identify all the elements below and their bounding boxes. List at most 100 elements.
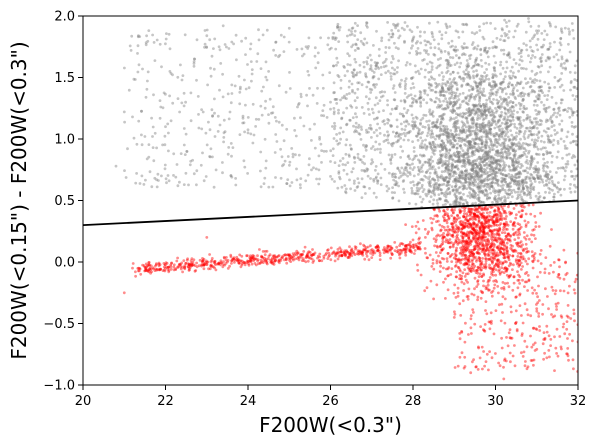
scatter-point (497, 159, 501, 163)
scatter-point (473, 80, 476, 83)
scatter-point (399, 145, 403, 149)
scatter-point (441, 203, 445, 207)
scatter-point (516, 118, 520, 121)
scatter-point (514, 62, 518, 65)
scatter-point (487, 111, 491, 114)
scatter-point (452, 170, 456, 174)
scatter-point (134, 270, 137, 274)
scatter-point (471, 150, 474, 154)
scatter-point (412, 174, 416, 178)
scatter-point (529, 184, 533, 188)
scatter-point (166, 174, 170, 177)
scatter-point (557, 109, 561, 113)
scatter-point (305, 93, 308, 97)
scatter-point (257, 38, 261, 42)
scatter-point (505, 102, 509, 106)
scatter-point (504, 122, 508, 126)
scatter-point (444, 133, 448, 137)
scatter-point (481, 112, 484, 116)
scatter-point (534, 109, 538, 112)
scatter-point (370, 69, 374, 72)
scatter-point (476, 93, 480, 96)
scatter-point (353, 91, 357, 95)
scatter-point (454, 50, 457, 53)
scatter-point (246, 63, 249, 66)
scatter-point (466, 152, 470, 156)
scatter-point (451, 108, 455, 111)
scatter-point (353, 161, 357, 164)
scatter-point (277, 120, 281, 124)
scatter-point (541, 312, 544, 316)
scatter-point (424, 138, 427, 142)
scatter-point (459, 144, 463, 148)
scatter-point (479, 104, 482, 108)
scatter-point (312, 166, 315, 170)
scatter-point (414, 202, 418, 206)
scatter-point (464, 144, 468, 147)
scatter-point (547, 82, 550, 86)
scatter-point (419, 118, 423, 122)
scatter-point (425, 49, 429, 53)
scatter-point (397, 132, 401, 136)
scatter-point (467, 175, 471, 179)
scatter-point (404, 223, 407, 227)
scatter-point (411, 243, 415, 247)
scatter-point (501, 66, 505, 70)
scatter-point (437, 183, 440, 187)
scatter-point (466, 65, 470, 68)
scatter-point (468, 141, 471, 145)
scatter-point (478, 356, 482, 360)
scatter-point (348, 79, 351, 83)
scatter-point (501, 173, 505, 176)
scatter-point (418, 72, 421, 76)
scatter-point (567, 152, 571, 156)
scatter-point (391, 66, 394, 70)
scatter-point (468, 94, 472, 97)
scatter-point (464, 68, 468, 72)
scatter-point (403, 28, 406, 32)
scatter-point (460, 280, 464, 284)
scatter-point (566, 354, 570, 358)
scatter-point (141, 263, 145, 267)
scatter-point (507, 149, 511, 153)
scatter-point (438, 223, 442, 227)
scatter-point (509, 123, 512, 127)
scatter-point (428, 175, 431, 179)
scatter-point (369, 64, 373, 67)
scatter-point (372, 71, 376, 74)
scatter-point (562, 108, 565, 112)
scatter-point (491, 80, 495, 83)
scatter-point (425, 134, 429, 138)
scatter-point (534, 117, 538, 120)
scatter-point (525, 159, 529, 162)
scatter-point (311, 93, 315, 97)
scatter-point (321, 73, 325, 77)
scatter-point (535, 126, 539, 130)
scatter-point (529, 172, 533, 176)
scatter-point (538, 110, 541, 114)
scatter-point (496, 180, 500, 183)
scatter-point (354, 112, 357, 116)
scatter-point (445, 184, 449, 188)
scatter-point (479, 174, 483, 178)
scatter-point (505, 260, 508, 264)
scatter-point (539, 211, 542, 215)
scatter-point (459, 129, 462, 133)
scatter-point (521, 278, 524, 282)
scatter-point (499, 114, 503, 118)
scatter-point (214, 168, 218, 172)
scatter-point (421, 190, 425, 194)
scatter-point (168, 70, 172, 73)
scatter-point (148, 170, 152, 174)
scatter-point (333, 180, 336, 183)
scatter-point (471, 88, 475, 91)
scatter-point (210, 54, 214, 58)
scatter-point (471, 152, 475, 156)
scatter-point (427, 188, 431, 192)
scatter-point (337, 172, 341, 175)
scatter-point (524, 30, 528, 34)
scatter-point (578, 184, 581, 187)
scatter-point (503, 195, 506, 199)
scatter-point (348, 155, 351, 158)
scatter-point (387, 119, 391, 122)
